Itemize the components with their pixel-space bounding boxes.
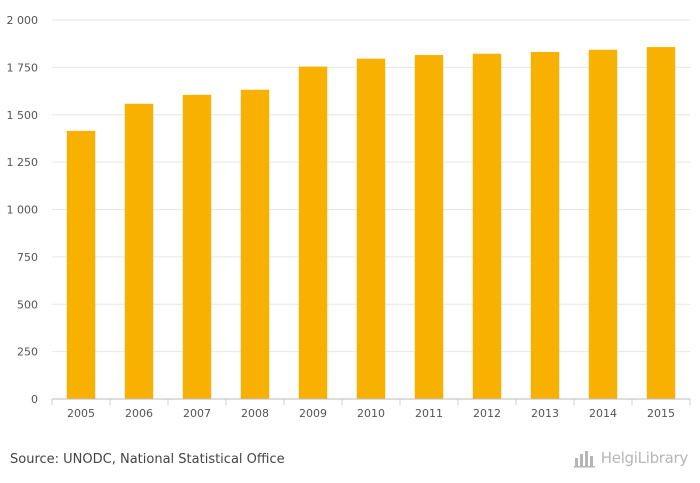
y-tick-label: 0 <box>31 393 38 406</box>
y-tick-label: 1 250 <box>7 156 39 169</box>
bar-2014 <box>588 49 618 400</box>
y-tick-label: 2 000 <box>7 14 39 27</box>
axes: 0 250 500 750 1 000 1 250 1 500 1 750 2 000 2005 2… <box>7 14 691 420</box>
chart-footer: Source: UNODC, National Statistical Offi… <box>0 440 700 483</box>
y-tick-label: 1 500 <box>7 109 39 122</box>
x-tick-label: 2005 <box>67 407 95 420</box>
x-tick-label: 2006 <box>125 407 153 420</box>
x-tick-label: 2008 <box>241 407 269 420</box>
x-tick-label: 2013 <box>531 407 559 420</box>
bar-2005 <box>66 130 96 400</box>
bar-2010 <box>356 58 386 400</box>
y-tick-label: 1 750 <box>7 61 39 74</box>
bars <box>66 47 676 400</box>
bar-2006 <box>124 103 154 399</box>
y-tick-label: 500 <box>17 298 38 311</box>
source-note: Source: UNODC, National Statistical Offi… <box>10 452 285 467</box>
bar-chart-logo-icon <box>573 451 595 468</box>
x-tick-label: 2009 <box>299 407 327 420</box>
bar-2013 <box>530 52 560 399</box>
x-tick-label: 2014 <box>589 407 617 420</box>
x-tick-label: 2011 <box>415 407 443 420</box>
x-tick-label: 2012 <box>473 407 501 420</box>
bar-2011 <box>414 55 444 400</box>
bar-2015 <box>646 47 676 399</box>
y-tick-label: 1 000 <box>7 204 39 217</box>
x-tick-label: 2007 <box>183 407 211 420</box>
y-tick-label: 250 <box>17 346 38 359</box>
helgilibrary-logo[interactable]: HelgiLibrary <box>573 448 689 468</box>
y-tick-label: 750 <box>17 251 38 264</box>
bar-2009 <box>298 66 328 399</box>
bar-2007 <box>182 94 212 399</box>
bar-2012 <box>472 53 502 400</box>
bar-chart: 0 250 500 750 1 000 1 250 1 500 1 750 2 000 2005 2… <box>7 14 691 420</box>
x-tick-label: 2010 <box>357 407 385 420</box>
x-tick-label: 2015 <box>647 407 675 420</box>
bar-2008 <box>240 89 270 400</box>
logo-text: HelgiLibrary <box>600 449 689 467</box>
